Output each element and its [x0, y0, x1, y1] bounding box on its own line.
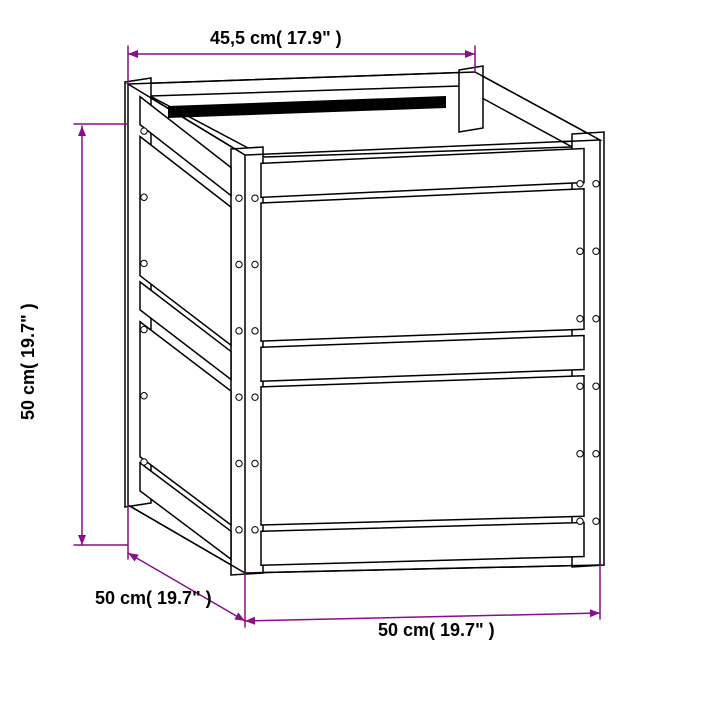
dim-depth-label: 50 cm( 19.7" )	[95, 588, 212, 609]
diagram-stage: 45,5 cm( 17.9" ) 50 cm( 19.7" ) 50 cm( 1…	[0, 0, 720, 720]
dim-left-label: 50 cm( 19.7" )	[18, 303, 39, 420]
diagram-svg	[0, 0, 720, 720]
dim-width-label: 50 cm( 19.7" )	[378, 620, 495, 641]
dim-top-label: 45,5 cm( 17.9" )	[210, 28, 342, 49]
